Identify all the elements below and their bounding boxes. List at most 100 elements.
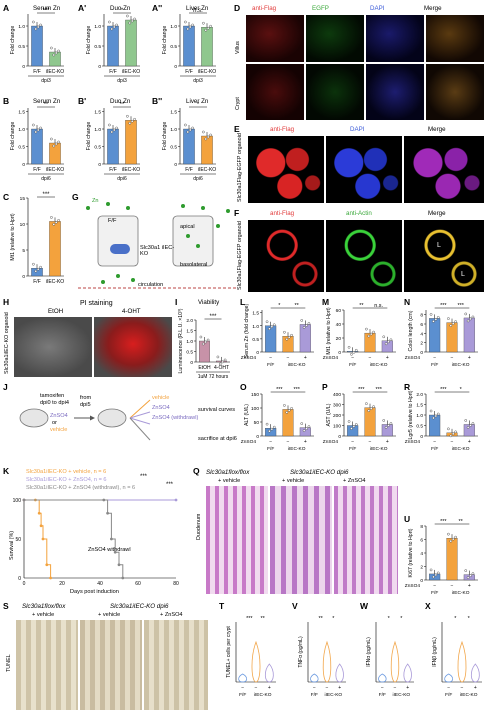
m-sig-0: ** [359, 303, 364, 309]
n-geno-0: F/F [431, 362, 438, 368]
t-violin-2 [264, 663, 274, 683]
a-point [36, 25, 40, 29]
panel-letter-v: V [292, 601, 298, 611]
e-stain-flag: anti-Flag [270, 126, 295, 133]
a-group-1: iIEC-KO [46, 69, 64, 75]
a11-ytick-label: 0 [174, 64, 177, 70]
x-violin-2 [470, 663, 480, 683]
b1-point [112, 128, 116, 132]
a1-point [115, 23, 118, 27]
d-villus-merge-image [426, 15, 484, 62]
m-geno-1: iIEC-KO [370, 362, 388, 368]
k-point-0 [39, 524, 43, 528]
b-point [50, 137, 53, 141]
i-point [218, 362, 222, 366]
n-bar-1 [446, 322, 458, 353]
s-sub-2: + vehicle [98, 612, 121, 618]
n-zn-0: − [433, 355, 436, 361]
v-zn-1: − [326, 685, 329, 691]
f-actin-image [326, 220, 402, 292]
b1-point [108, 123, 111, 127]
p-ytick-label: 0 [338, 434, 341, 440]
t-zn-0: − [241, 685, 244, 691]
p-geno-1: iIEC-KO [370, 446, 388, 452]
panel-letter-g: G [72, 192, 79, 202]
o-point [285, 411, 289, 414]
i-point [204, 340, 207, 344]
t-geno-1: iIEC-KO [254, 692, 272, 698]
k-xtick-label: 80 [173, 581, 179, 587]
g-label-apical: apical [180, 224, 195, 230]
a1-ytick-label: 0.5 [94, 44, 101, 50]
m-point [389, 338, 393, 342]
d-villus-egfp-image [306, 15, 364, 62]
x-geno-0: F/F [445, 692, 452, 698]
p-point [372, 405, 375, 408]
b1-title: Duo Zn [110, 98, 131, 105]
panel-letter-l: L [240, 297, 246, 307]
p-ytick-label: 100 [333, 424, 341, 430]
l-ytick-label: 1.0 [252, 324, 259, 330]
r-bar-2 [463, 424, 475, 437]
a-sub: dpi3 [41, 78, 51, 84]
c-ytick-label: 0 [22, 274, 25, 280]
x-violin-0 [444, 673, 454, 683]
r-zn-1: − [451, 439, 454, 445]
o-point [268, 429, 271, 433]
b-point [54, 142, 58, 146]
l-ylabel: Serum Zn (fold change) [244, 303, 250, 358]
panel-letter-m: M [322, 297, 330, 307]
n-sig-1: *** [457, 303, 464, 309]
c-bar-1 [49, 221, 61, 277]
panel-letter-r: R [404, 382, 411, 392]
o-point [270, 427, 274, 431]
p-point [352, 425, 356, 428]
v-violin-0 [310, 673, 319, 683]
f-stain-actin: anti-Actin [346, 210, 372, 217]
v-geno-1: iIEC-KO [325, 692, 343, 698]
p-ytick-label: 200 [333, 413, 341, 419]
t-zn-1: − [255, 685, 258, 691]
n-sig-0: *** [440, 303, 447, 309]
b1-ytick-label: 0 [98, 162, 101, 168]
a11-group-0: F/F [185, 69, 193, 75]
o-point [272, 425, 276, 429]
c-sig: *** [42, 192, 50, 198]
a1-point [112, 25, 116, 29]
l-bar-1 [282, 336, 294, 353]
l-zn-1: − [287, 355, 290, 361]
p-point [347, 420, 351, 423]
m-point [369, 332, 373, 336]
panel-letter-c: C [3, 192, 10, 202]
p-point [389, 422, 393, 425]
b11-point [188, 128, 192, 132]
b1-point [115, 126, 118, 130]
a1-bar-1 [125, 19, 137, 67]
l-point [302, 326, 306, 329]
k-ytick-label: 0 [18, 576, 21, 582]
n-point [464, 312, 468, 316]
k-sig-2: *** [166, 482, 174, 488]
l-ytick-label: 1.5 [252, 311, 259, 317]
k-point-2 [106, 511, 109, 515]
r-zn-0: − [433, 439, 436, 445]
a11-point [202, 21, 205, 25]
u-zn-2: + [468, 583, 471, 589]
e-side-label: Slc30a1Flag-EGFP organoid [237, 133, 243, 202]
u-point [464, 569, 468, 572]
a-point [39, 23, 42, 27]
panel-letter-d: D [234, 3, 241, 13]
l-zn-2: + [304, 355, 307, 361]
o-ylabel: ALT (U/L) [244, 404, 250, 426]
a1-point [110, 27, 114, 31]
o-zn-0: − [269, 439, 272, 445]
a1-bar-0 [107, 25, 119, 67]
i-title: Viability [198, 299, 220, 306]
m-point [350, 352, 353, 356]
r-ytick-label: 0.5 [416, 424, 423, 430]
k-annotation: ZnSO4 withdrawl [88, 547, 131, 553]
h-etoh-image [14, 317, 92, 377]
s-sub-3: + ZnSO4 [160, 612, 183, 618]
m-ytick-label: 20 [336, 336, 342, 342]
u-point [451, 537, 455, 541]
